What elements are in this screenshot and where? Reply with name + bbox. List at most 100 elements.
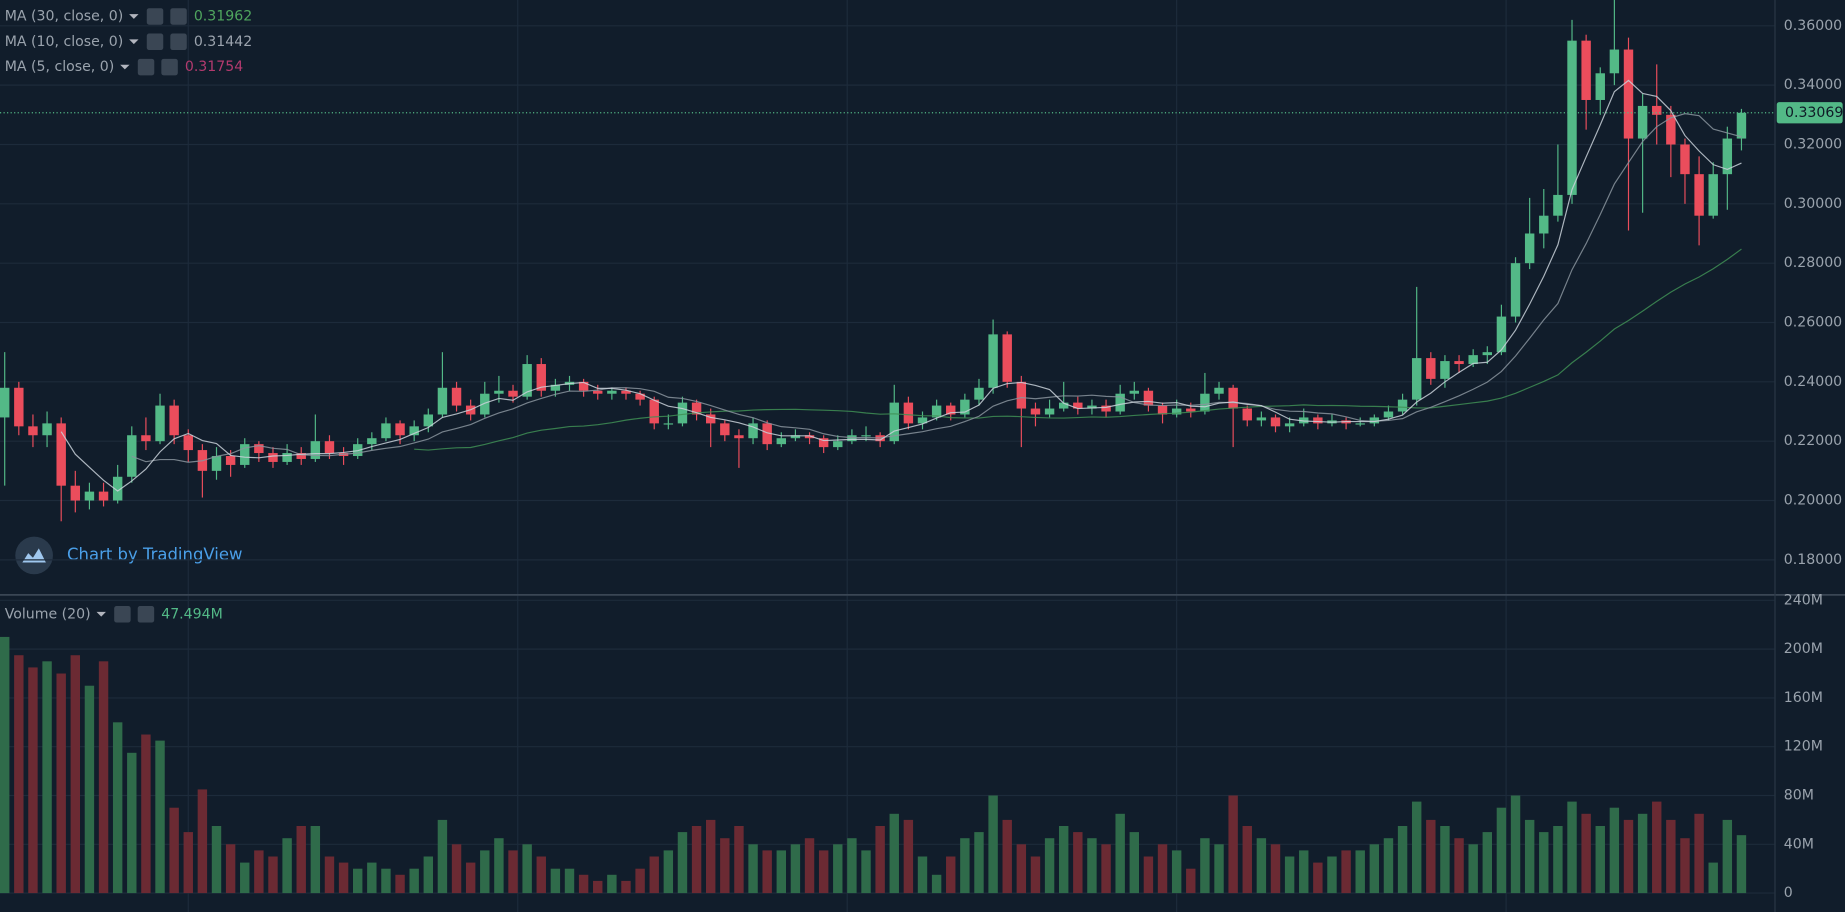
candle-body <box>1736 112 1747 139</box>
indicator-value: 0.31754 <box>185 59 243 75</box>
candle-body <box>28 426 38 436</box>
volume-bar <box>917 856 928 894</box>
y-tick-label: 0.28000 <box>1784 255 1842 271</box>
volume-bar <box>282 838 292 894</box>
volume-bar <box>494 838 504 894</box>
candle-body <box>1694 174 1704 216</box>
indicator-value: 0.31442 <box>194 34 252 50</box>
volume-bar <box>691 826 702 894</box>
candle-body <box>1044 408 1055 415</box>
volume-bar <box>310 826 321 894</box>
volume-bar <box>1496 807 1507 894</box>
candle-body <box>183 435 193 451</box>
candle-body <box>1355 423 1365 425</box>
candle-body <box>691 402 702 415</box>
volume-bar <box>1468 844 1478 894</box>
volume-bar <box>0 636 10 894</box>
candle-body <box>903 402 914 424</box>
candle-body <box>1284 423 1295 427</box>
last-price-label: 0.33069 <box>1785 105 1843 121</box>
settings-icon <box>146 8 164 25</box>
volume-bar <box>847 838 857 894</box>
volume-bar <box>1482 832 1493 894</box>
volume-bar <box>465 862 476 894</box>
indicator-label: MA (10, close, 0) <box>5 34 124 50</box>
candle-body <box>395 423 405 436</box>
volume-bar <box>268 856 278 894</box>
candle-body <box>367 438 377 445</box>
candle-body <box>946 405 956 415</box>
candle-body <box>155 405 165 442</box>
candle-body <box>1567 40 1577 195</box>
y-tick-label: 0.36000 <box>1784 18 1842 34</box>
candle-body <box>550 384 561 391</box>
settings-icon <box>146 33 164 51</box>
candle-body <box>1482 352 1493 356</box>
volume-bar <box>141 734 151 894</box>
volume-bar <box>1411 801 1422 894</box>
volume-bar <box>395 874 405 894</box>
candle-body <box>1510 263 1521 317</box>
volume-bar <box>254 850 264 894</box>
volume-bar <box>1567 801 1577 894</box>
candle-body <box>1553 194 1563 216</box>
volume-bar <box>225 844 236 894</box>
candle-body <box>1397 399 1408 412</box>
candle-body <box>1440 361 1450 379</box>
volume-bar <box>1186 868 1196 894</box>
volume-bar <box>946 856 956 894</box>
volume-bar <box>1595 826 1605 894</box>
volume-bar <box>1087 838 1097 894</box>
last-price-box <box>1776 102 1843 124</box>
candle-body <box>1454 361 1464 365</box>
volume-bar <box>324 856 335 894</box>
candle-body <box>649 399 659 424</box>
volume-bar <box>748 844 758 894</box>
candle-body <box>1708 174 1718 216</box>
volume-bar <box>1327 856 1337 894</box>
volume-bar <box>903 819 914 894</box>
candle-body <box>141 435 151 442</box>
volume-bar <box>1129 832 1140 894</box>
volume-bar <box>1101 844 1111 894</box>
volume-bar <box>550 868 561 894</box>
volume-bar <box>1708 862 1718 894</box>
volume-bar <box>155 740 165 894</box>
volume-bar <box>1736 835 1747 894</box>
candle-body <box>324 441 335 454</box>
candle-body <box>593 390 603 394</box>
candle-body <box>1073 402 1083 409</box>
volume-bar <box>480 850 490 894</box>
candle-body <box>1666 114 1676 145</box>
candle-body <box>310 441 321 459</box>
y-tick-label: 0.26000 <box>1784 315 1842 331</box>
volume-bar <box>1073 832 1083 894</box>
y-tick-label: 0.32000 <box>1784 136 1842 152</box>
candle-body <box>1299 417 1309 424</box>
indicator-label: MA (5, close, 0) <box>5 59 115 75</box>
volume-bar <box>593 880 603 894</box>
candle-body <box>522 364 532 397</box>
y-tick-label: 80M <box>1784 788 1814 804</box>
logo-icon <box>22 548 46 563</box>
volume-bar <box>564 868 575 894</box>
candle-body <box>635 393 645 400</box>
volume-bar <box>98 661 109 894</box>
candle-body <box>833 441 843 448</box>
logo <box>15 536 53 575</box>
volume-bar <box>931 874 942 894</box>
candle-body <box>282 453 292 462</box>
volume-bar <box>1200 838 1210 894</box>
volume-bar <box>127 752 137 894</box>
volume-bar <box>607 874 617 894</box>
volume-bar <box>705 819 716 894</box>
volume-bar <box>508 850 518 894</box>
volume-bar <box>790 844 801 894</box>
volume-bar <box>211 826 222 894</box>
volume-bar <box>861 850 871 894</box>
volume-bar <box>1016 844 1027 894</box>
volume-bar <box>974 832 984 894</box>
volume-bar <box>409 868 419 894</box>
volume-bar <box>677 832 688 894</box>
